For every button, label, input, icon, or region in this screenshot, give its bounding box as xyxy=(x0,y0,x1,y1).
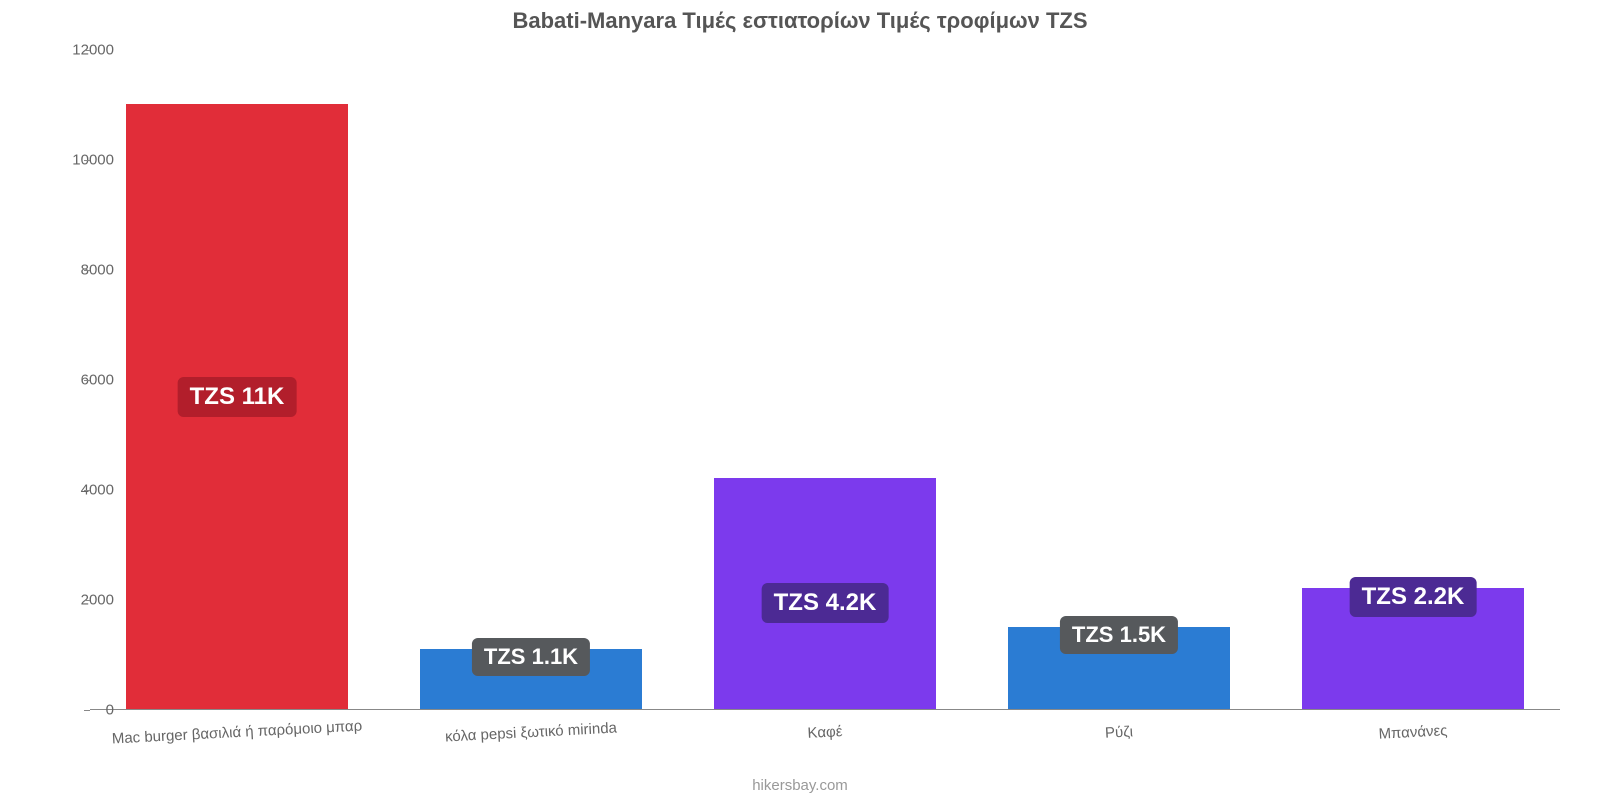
value-badge: TZS 2.2K xyxy=(1350,577,1477,617)
attribution: hikersbay.com xyxy=(0,777,1600,794)
chart-title: Babati-Manyara Τιμές εστιατορίων Τιμές τ… xyxy=(0,8,1600,34)
plot-area: TZS 11K TZS 1.1K TZS 4.2K TZS 1.5K TZS 2.2K xyxy=(90,50,1560,710)
x-tick-label: Καφέ xyxy=(807,723,843,742)
y-tick-label: 0 xyxy=(34,702,114,719)
y-tick-label: 4000 xyxy=(34,482,114,499)
value-badge: TZS 4.2K xyxy=(762,583,889,623)
x-tick-label: Ρύζι xyxy=(1105,723,1134,741)
y-tick-label: 10000 xyxy=(34,152,114,169)
y-tick-label: 6000 xyxy=(34,372,114,389)
value-badge: TZS 1.5K xyxy=(1060,616,1178,654)
y-tick-mark xyxy=(84,380,90,381)
bars-layer: TZS 11K TZS 1.1K TZS 4.2K TZS 1.5K TZS 2.2K xyxy=(90,50,1560,709)
y-tick-mark xyxy=(84,270,90,271)
value-badge: TZS 11K xyxy=(178,377,297,417)
y-tick-mark xyxy=(84,50,90,51)
y-tick-mark xyxy=(84,710,90,711)
y-tick-label: 12000 xyxy=(34,42,114,59)
chart-container: Babati-Manyara Τιμές εστιατορίων Τιμές τ… xyxy=(0,0,1600,800)
y-tick-mark xyxy=(84,490,90,491)
y-tick-mark xyxy=(84,600,90,601)
x-tick-label: Mac burger βασιλιά ή παρόμοιο μπαρ xyxy=(111,717,362,747)
y-tick-mark xyxy=(84,160,90,161)
value-badge: TZS 1.1K xyxy=(472,638,590,676)
y-tick-label: 8000 xyxy=(34,262,114,279)
x-tick-label: κόλα pepsi ξωτικό mirinda xyxy=(445,720,618,746)
x-tick-label: Μπανάνες xyxy=(1378,722,1448,743)
y-tick-label: 2000 xyxy=(34,592,114,609)
